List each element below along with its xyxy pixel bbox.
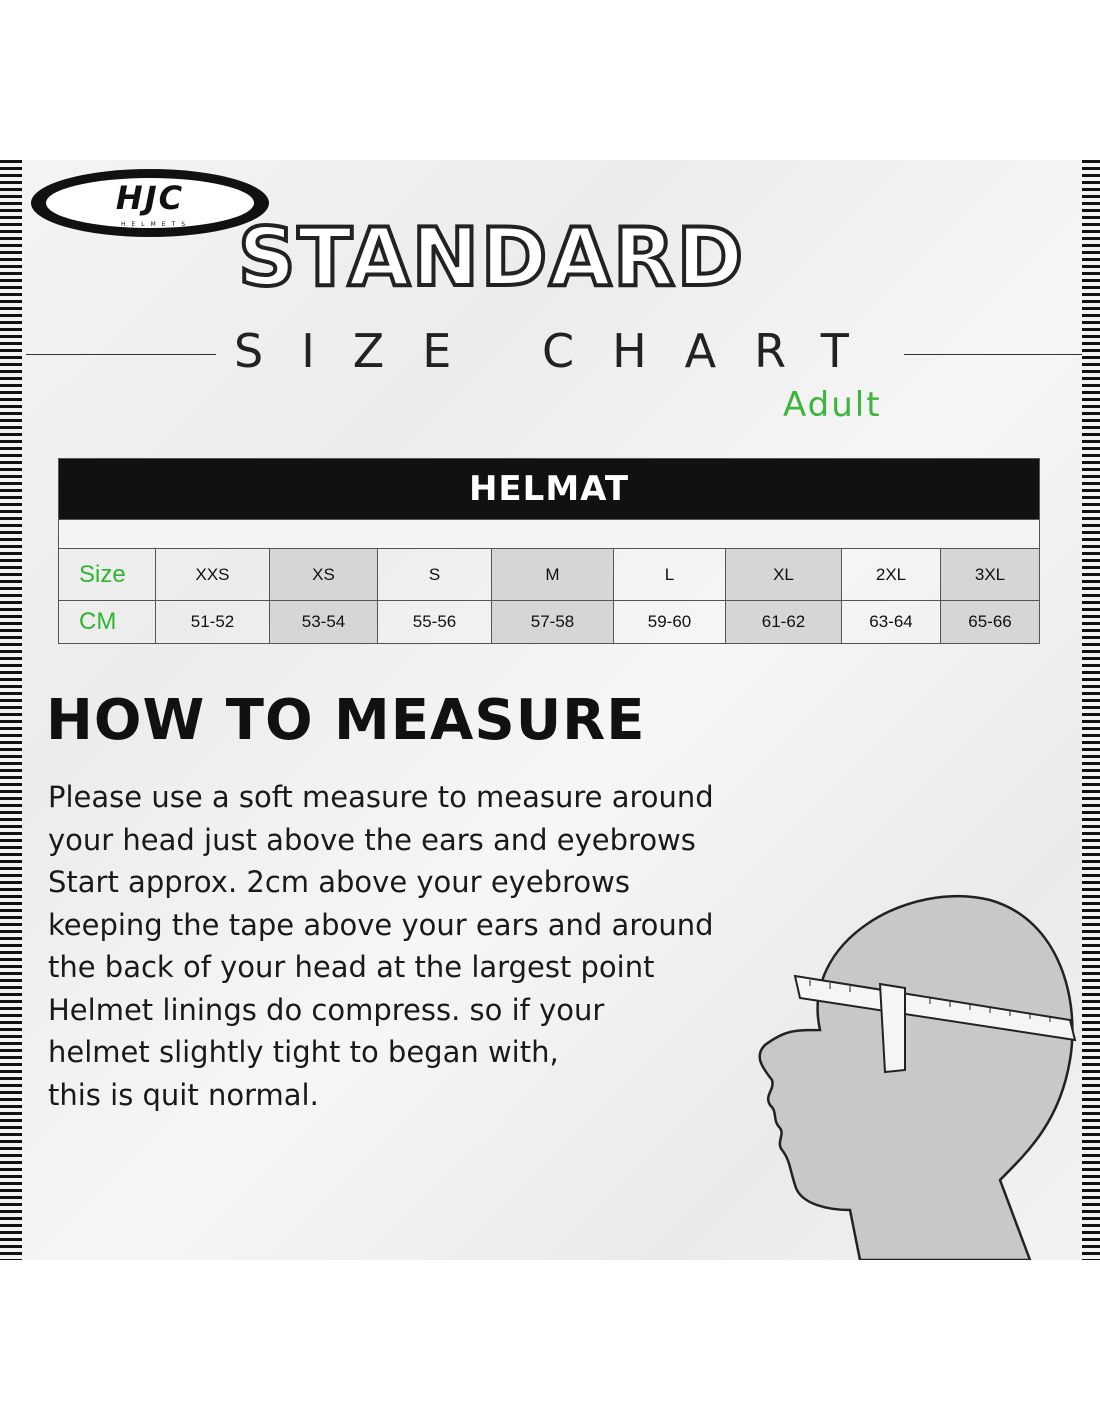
ruler-left-decoration bbox=[0, 160, 22, 1260]
size-cell: XL bbox=[725, 548, 842, 601]
ruler-right-decoration bbox=[1082, 160, 1100, 1260]
table-row-cm: CM 51-52 53-54 55-56 57-58 59-60 61-62 6… bbox=[58, 600, 1040, 644]
table-spacer-row bbox=[58, 519, 1040, 549]
size-cell: XS bbox=[269, 548, 378, 601]
size-cell: XXS bbox=[155, 548, 270, 601]
cm-cell: 65-66 bbox=[940, 600, 1040, 644]
instruction-line: this is quit normal. bbox=[48, 1077, 319, 1112]
head-measure-illustration bbox=[740, 880, 1085, 1262]
instruction-line: Helmet linings do compress. so if your bbox=[48, 992, 605, 1027]
cm-cell: 53-54 bbox=[269, 600, 378, 644]
cm-cell: 51-52 bbox=[155, 600, 270, 644]
title-standard: STANDARD bbox=[236, 211, 746, 304]
logo-brand-text: HJC bbox=[116, 179, 184, 217]
cm-cell: 55-56 bbox=[377, 600, 492, 644]
cm-cell: 61-62 bbox=[725, 600, 842, 644]
hjc-logo: HJC HELMETS bbox=[28, 166, 272, 240]
how-to-measure-heading: HOW TO MEASURE bbox=[46, 688, 646, 753]
instruction-line: keeping the tape above your ears and aro… bbox=[48, 907, 714, 942]
table-header: HELMAT bbox=[58, 458, 1040, 520]
row-label-size: Size bbox=[58, 548, 156, 601]
divider-right bbox=[904, 354, 1082, 355]
size-table: HELMAT Size XXS XS S M L XL 2XL 3XL CM 5… bbox=[58, 458, 1040, 644]
audience-label: Adult bbox=[783, 385, 882, 425]
row-label-cm: CM bbox=[58, 600, 156, 644]
measure-instructions: Please use a soft measure to measure aro… bbox=[48, 776, 828, 1116]
instruction-line: helmet slightly tight to began with, bbox=[48, 1035, 559, 1069]
size-cell: L bbox=[613, 548, 726, 601]
instruction-line: the back of your head at the largest poi… bbox=[48, 950, 655, 984]
instruction-line: Start approx. 2cm above your eyebrows bbox=[48, 865, 630, 899]
cm-cell: 59-60 bbox=[613, 600, 726, 644]
subtitle-size-chart: SIZE CHART bbox=[234, 324, 887, 378]
instruction-line: your head just above the ears and eyebro… bbox=[48, 822, 696, 857]
cm-cell: 63-64 bbox=[841, 600, 941, 644]
size-cell: 2XL bbox=[841, 548, 941, 601]
table-row-size: Size XXS XS S M L XL 2XL 3XL bbox=[58, 548, 1040, 601]
size-cell: S bbox=[377, 548, 492, 601]
size-cell: 3XL bbox=[940, 548, 1040, 601]
logo-tagline-text: HELMETS bbox=[121, 221, 191, 228]
size-cell: M bbox=[491, 548, 614, 601]
cm-cell: 57-58 bbox=[491, 600, 614, 644]
divider-left bbox=[26, 354, 216, 355]
instruction-line: Please use a soft measure to measure aro… bbox=[48, 780, 714, 814]
